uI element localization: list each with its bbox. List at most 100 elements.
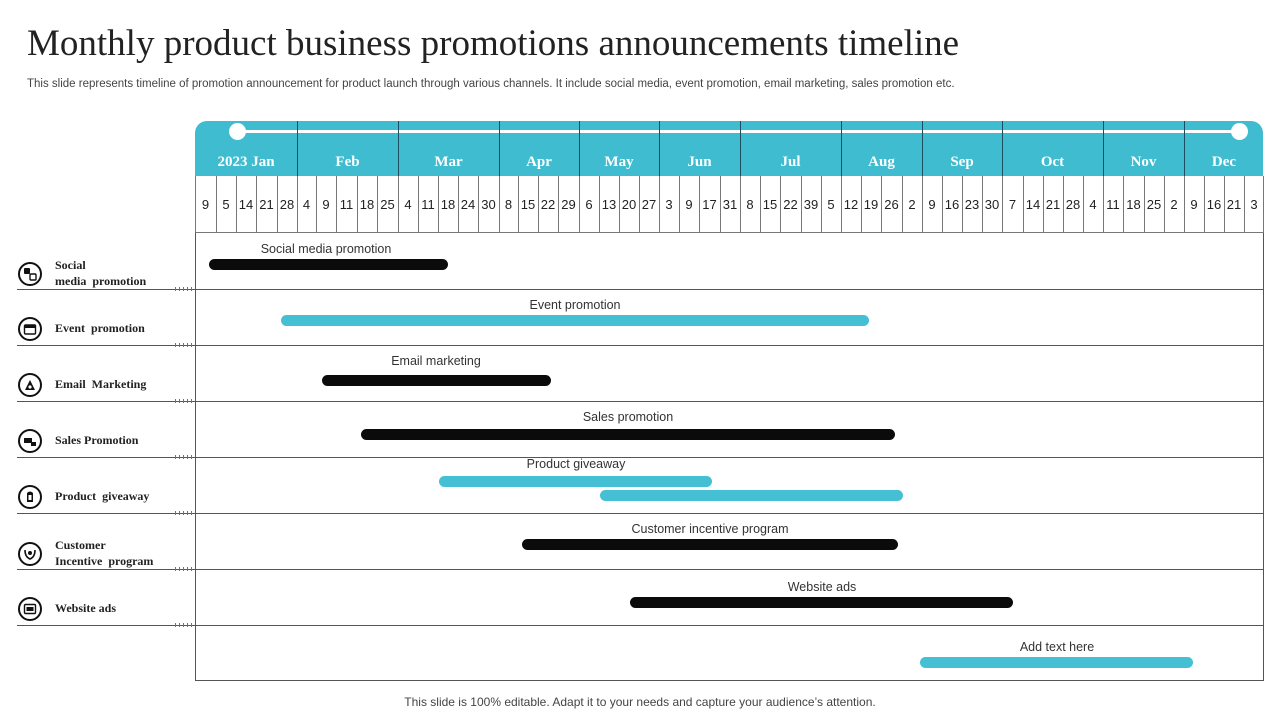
month-divider (1002, 121, 1003, 176)
date-divider (478, 176, 479, 233)
date-cell: 2 (1170, 197, 1178, 212)
date-cell: 11 (421, 197, 435, 212)
date-divider (1244, 176, 1245, 233)
date-cell: 18 (440, 197, 456, 212)
date-cell: 21 (1226, 197, 1242, 212)
date-divider (801, 176, 802, 233)
date-cell: 22 (783, 197, 798, 212)
date-cell: 17 (702, 197, 717, 212)
date-cell: 23 (964, 197, 980, 212)
date-divider (377, 176, 378, 233)
row-divider (195, 569, 1264, 570)
date-cell: 12 (843, 197, 859, 212)
date-cell: 9 (685, 197, 693, 212)
category-underline (17, 401, 195, 402)
date-cell: 21 (259, 197, 274, 212)
date-cell: 29 (561, 197, 576, 212)
date-divider (1023, 176, 1024, 233)
date-divider (438, 176, 439, 233)
category-tick-marks (175, 455, 195, 459)
date-cell: 6 (585, 197, 593, 212)
date-divider (699, 176, 700, 233)
category-label-line: Sales Promotion (55, 433, 139, 447)
date-cell: 31 (722, 197, 738, 212)
date-cell: 2 (908, 197, 916, 212)
date-cell: 13 (601, 197, 617, 212)
timeline-bar (209, 259, 448, 270)
month-divider (1184, 121, 1185, 176)
date-divider (861, 176, 862, 233)
month-divider (499, 121, 500, 176)
timeline-bar-label: Email marketing (391, 354, 481, 368)
date-cell: 9 (928, 197, 936, 212)
category-underline (17, 569, 195, 570)
date-divider (922, 176, 923, 233)
category-label-line: Email Marketing (55, 377, 147, 391)
date-cell: 9 (201, 197, 210, 212)
date-divider (841, 176, 842, 233)
date-divider (679, 176, 680, 233)
month-label: Feb (335, 154, 360, 170)
category-label: Social media promotion (55, 257, 146, 289)
date-cell: 28 (1065, 197, 1081, 212)
gift-icon (18, 485, 42, 509)
month-divider (297, 121, 298, 176)
month-divider (740, 121, 741, 176)
date-cell: 24 (460, 197, 476, 212)
month-label: Aug (868, 154, 895, 170)
row-divider (195, 513, 1264, 514)
date-cell: 26 (884, 197, 899, 212)
date-divider (518, 176, 519, 233)
date-divider (398, 176, 399, 233)
date-divider (821, 176, 822, 233)
date-cell: 16 (1206, 197, 1222, 212)
date-cell: 3 (1250, 197, 1258, 212)
date-divider (942, 176, 943, 233)
month-divider (1103, 121, 1104, 176)
date-divider (277, 176, 278, 233)
date-cell: 30 (481, 197, 496, 212)
timeline-bar (630, 597, 1013, 608)
date-divider (659, 176, 660, 233)
calendar-icon (18, 317, 42, 341)
month-divider (922, 121, 923, 176)
date-divider (297, 176, 298, 233)
timeline-bar (361, 429, 895, 440)
incentive-icon (18, 542, 42, 566)
timeline-bar (522, 539, 898, 550)
date-cell: 22 (540, 197, 556, 212)
date-divider (216, 176, 217, 233)
date-divider (760, 176, 761, 233)
date-divider (357, 176, 358, 233)
timeline-bar-label: Event promotion (529, 298, 621, 312)
date-divider (1184, 176, 1185, 233)
date-cell: 30 (984, 197, 1000, 212)
date-divider (982, 176, 983, 233)
date-divider (499, 176, 500, 233)
row-divider (195, 289, 1264, 290)
category-tick-marks (175, 399, 195, 403)
category-label-line: Incentive program (55, 554, 154, 568)
date-cell: 4 (302, 197, 311, 212)
date-cell: 11 (339, 197, 354, 212)
date-divider (1002, 176, 1003, 233)
category-label: Sales Promotion (55, 432, 138, 448)
page-title: Monthly product business promotions anno… (27, 23, 960, 64)
date-cell: 18 (1126, 197, 1141, 212)
category-tick-marks (175, 287, 195, 291)
date-cell: 5 (222, 197, 230, 212)
date-divider (1083, 176, 1084, 233)
date-divider (558, 176, 559, 233)
date-divider (1224, 176, 1225, 233)
date-cell: 19 (863, 197, 879, 212)
date-divider (962, 176, 963, 233)
date-cell: 5 (827, 197, 835, 212)
date-divider (720, 176, 721, 233)
date-cell: 20 (621, 197, 637, 212)
category-label-line: Event promotion (55, 321, 145, 335)
row-divider (195, 625, 1264, 626)
category-label: Event promotion (55, 320, 145, 336)
category-label: Customer Incentive program (55, 537, 153, 569)
date-divider (780, 176, 781, 233)
category-label: Product giveaway (55, 488, 149, 504)
